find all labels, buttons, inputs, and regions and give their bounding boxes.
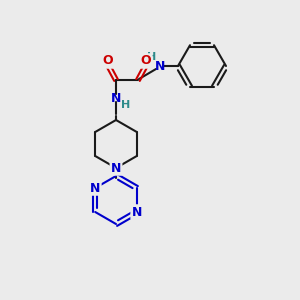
Text: N: N (155, 59, 165, 73)
Text: N: N (111, 161, 121, 175)
Text: O: O (103, 55, 113, 68)
Text: N: N (111, 92, 121, 104)
Text: O: O (141, 55, 151, 68)
Text: H: H (147, 52, 157, 62)
Text: N: N (132, 206, 142, 218)
Text: N: N (90, 182, 101, 194)
Text: H: H (122, 100, 130, 110)
